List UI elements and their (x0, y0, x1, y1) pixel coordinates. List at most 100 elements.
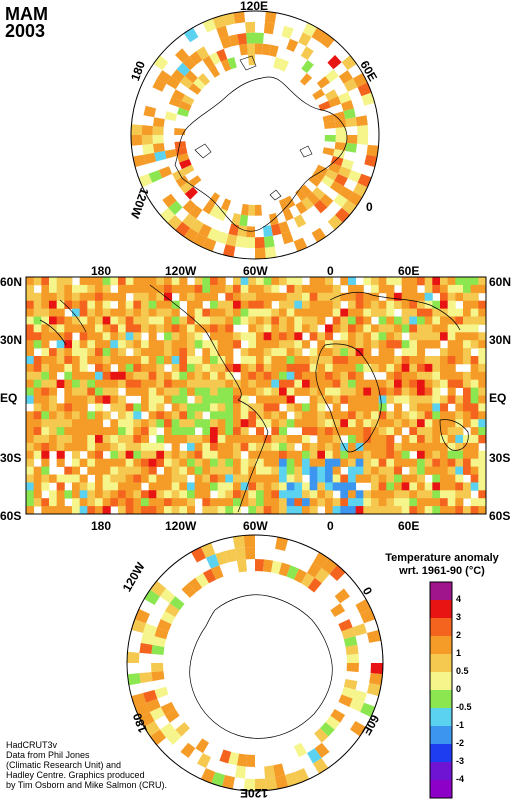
anomaly-cell (225, 482, 234, 491)
anomaly-cell (171, 308, 180, 317)
anomaly-cell (256, 292, 265, 302)
anomaly-cell (33, 490, 42, 499)
anomaly-cell (110, 427, 119, 436)
polar-anomaly-cell (225, 233, 238, 247)
anomaly-cell (371, 442, 380, 452)
polar-anomaly-cell (212, 15, 226, 29)
anomaly-cell (240, 490, 249, 499)
anomaly-cell (156, 498, 165, 507)
anomaly-cell (363, 411, 372, 420)
anomaly-cell (401, 490, 410, 499)
legend-swatch (430, 690, 452, 709)
anomaly-cell (95, 435, 104, 444)
anomaly-cell (26, 474, 35, 483)
eq-lat-label-left: 30S (0, 451, 22, 465)
anomaly-cell (332, 316, 341, 325)
anomaly-cell (432, 498, 441, 507)
anomaly-cell (141, 490, 150, 499)
anomaly-cell (286, 379, 295, 388)
polar-anomaly-cell (301, 60, 314, 74)
anomaly-cell (26, 411, 35, 420)
anomaly-cell (225, 506, 234, 515)
anomaly-cell (33, 442, 42, 452)
anomaly-cell (87, 442, 96, 452)
anomaly-cell (463, 371, 472, 381)
anomaly-cell (87, 379, 96, 388)
eq-bottom-lon-label: 60E (398, 519, 420, 533)
anomaly-cell (171, 371, 180, 381)
anomaly-cell (355, 427, 364, 436)
polar-anomaly-cell (176, 62, 191, 77)
anomaly-cell (110, 458, 119, 467)
anomaly-cell (141, 474, 150, 483)
anomaly-cell (148, 490, 157, 499)
anomaly-cell (202, 506, 211, 515)
legend-colorbar (429, 581, 453, 799)
anomaly-cell (302, 466, 311, 475)
anomaly-cell (348, 442, 357, 452)
anomaly-cell (26, 498, 35, 507)
legend-title-line1: Temperature anomaly (385, 552, 499, 564)
anomaly-cell (286, 292, 295, 302)
anomaly-cell (286, 466, 295, 475)
polar-anomaly-cell (236, 753, 247, 767)
anomaly-cell (156, 474, 165, 483)
anomaly-cell (317, 371, 326, 381)
anomaly-cell (148, 292, 157, 302)
polar-anomaly-cell (177, 153, 190, 163)
anomaly-cell (463, 277, 472, 286)
anomaly-cell (217, 490, 226, 499)
anomaly-cell (125, 506, 134, 515)
anomaly-cell (26, 371, 35, 381)
eq-lat-label-left: EQ (0, 391, 18, 405)
polar-anomaly-cell (182, 213, 197, 228)
legend-swatch (430, 726, 452, 745)
anomaly-cell (279, 356, 288, 365)
anomaly-cell (309, 316, 318, 325)
anomaly-cell (271, 277, 280, 286)
anomaly-cell (256, 411, 265, 420)
legend-swatch (430, 654, 452, 673)
anomaly-cell (217, 324, 226, 333)
anomaly-cell (348, 277, 357, 286)
anomaly-cell (424, 435, 433, 444)
anomaly-cell (309, 284, 318, 294)
anomaly-cell (455, 450, 464, 460)
anomaly-cell (248, 435, 257, 444)
anomaly-cell (194, 411, 203, 420)
anomaly-cell (263, 411, 272, 420)
anomaly-cell (348, 450, 357, 460)
anomaly-cell (309, 403, 318, 412)
anomaly-cell (478, 363, 487, 373)
anomaly-cell (225, 498, 234, 507)
anomaly-cell (279, 427, 288, 436)
polar-anomaly-cell (209, 205, 221, 218)
anomaly-cell (348, 324, 357, 333)
anomaly-cell (378, 316, 387, 325)
anomaly-cell (125, 316, 134, 325)
polar-anomaly-cell (220, 59, 232, 72)
polar-anomaly-cell (142, 143, 155, 155)
anomaly-cell (240, 300, 249, 309)
anomaly-cell (33, 316, 42, 325)
polar-anomaly-cell (168, 200, 183, 215)
anomaly-cell (340, 316, 349, 325)
anomaly-cell (118, 340, 127, 349)
anomaly-cell (179, 403, 188, 412)
anomaly-cell (394, 356, 403, 365)
anomaly-cell (240, 403, 249, 412)
anomaly-cell (41, 466, 50, 475)
anomaly-cell (302, 419, 311, 428)
anomaly-cell (248, 332, 257, 341)
anomaly-cell (325, 284, 334, 294)
anomaly-cell (286, 419, 295, 428)
anomaly-cell (440, 292, 449, 302)
anomaly-cell (371, 340, 380, 349)
polar-anomaly-cell (151, 671, 165, 682)
anomaly-cell (225, 427, 234, 436)
anomaly-cell (233, 442, 242, 452)
polar-anomaly-cell (264, 765, 276, 779)
polar-anomaly-cell (265, 777, 278, 791)
anomaly-cell (79, 363, 88, 373)
anomaly-cell (148, 506, 157, 515)
